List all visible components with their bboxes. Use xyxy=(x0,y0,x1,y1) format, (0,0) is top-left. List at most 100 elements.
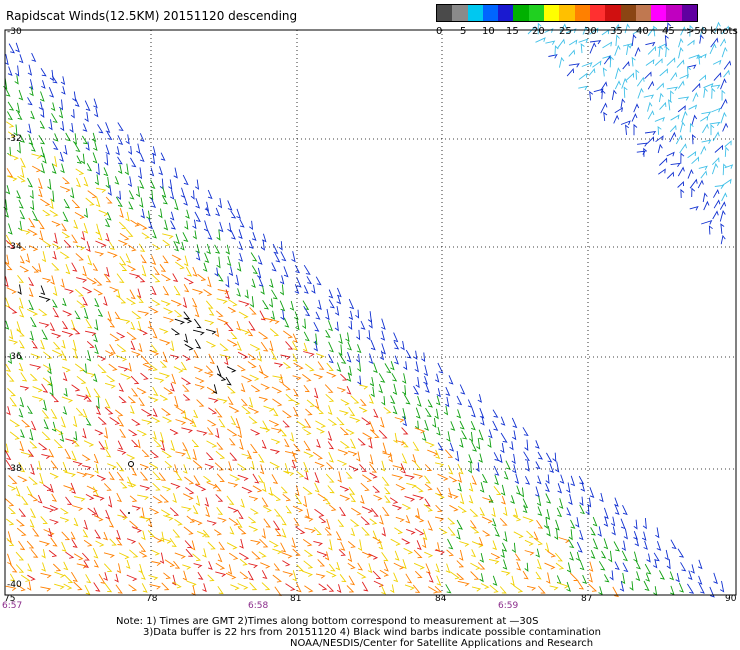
wind-barb xyxy=(228,405,240,413)
wind-barb xyxy=(130,219,140,227)
wind-barb xyxy=(655,135,664,143)
wind-barb xyxy=(129,289,136,300)
wind-barb xyxy=(73,349,78,359)
wind-barb xyxy=(169,189,175,200)
wind-barb xyxy=(17,111,23,120)
wind-barb xyxy=(554,528,559,541)
wind-barb xyxy=(119,318,131,324)
wind-barb xyxy=(94,344,99,355)
wind-barb xyxy=(82,296,88,306)
wind-barb xyxy=(183,526,194,535)
wind-barb xyxy=(302,300,310,311)
wind-barb xyxy=(525,461,530,472)
wind-barb xyxy=(272,243,279,255)
wind-barb xyxy=(162,255,169,264)
wind-barb xyxy=(63,388,68,397)
wind-barb xyxy=(335,561,341,571)
wind-barb xyxy=(670,114,680,121)
wind-barb xyxy=(181,377,192,385)
wind-barb xyxy=(261,570,268,579)
wind-barb xyxy=(153,266,160,275)
wind-barb xyxy=(260,371,269,379)
wind-barb xyxy=(104,154,109,166)
wind-barb xyxy=(372,485,381,493)
wind-barb xyxy=(239,558,248,566)
wind-barb xyxy=(284,438,290,448)
wind-barb xyxy=(645,573,651,582)
wind-barb xyxy=(328,504,337,511)
wind-barb xyxy=(280,251,287,262)
wind-barb xyxy=(18,89,24,101)
wind-barb xyxy=(103,531,109,541)
wind-barb xyxy=(578,475,585,485)
wind-barb xyxy=(139,516,151,522)
wind-barb xyxy=(669,571,675,581)
wind-barb xyxy=(160,300,171,307)
wind-barb xyxy=(103,572,108,581)
wind-barb xyxy=(139,485,151,491)
wind-barb xyxy=(131,418,141,426)
wind-barb xyxy=(42,153,47,164)
wind-barb xyxy=(150,344,158,352)
wind-barb xyxy=(96,187,107,193)
wind-barb xyxy=(193,563,203,569)
wind-barb xyxy=(40,91,45,102)
wind-barb xyxy=(53,439,64,448)
wind-barb xyxy=(348,486,356,495)
wind-barb xyxy=(258,551,267,558)
wind-barb xyxy=(40,163,46,174)
time-label: 6:58 xyxy=(248,601,269,611)
wind-barb xyxy=(647,80,655,90)
wind-barb xyxy=(161,408,171,416)
wind-barb xyxy=(327,485,335,494)
wind-barb xyxy=(412,584,421,593)
wind-barb xyxy=(170,482,181,489)
wind-barb xyxy=(7,553,12,565)
wind-barb xyxy=(318,516,327,524)
wind-barb xyxy=(73,327,81,335)
wind-barb xyxy=(588,561,594,572)
wind-barb xyxy=(93,507,99,518)
wind-barb xyxy=(589,27,599,35)
wind-barb xyxy=(175,451,186,457)
wind-barb xyxy=(688,570,693,581)
wind-barb xyxy=(19,255,25,264)
wind-barb xyxy=(513,531,524,539)
wind-barb xyxy=(48,119,53,131)
wind-barb xyxy=(459,549,464,561)
wind-barb xyxy=(147,530,155,538)
wind-barb xyxy=(84,472,95,479)
wind-barb xyxy=(405,515,411,524)
wind-barb xyxy=(670,585,675,596)
wind-barb xyxy=(491,507,496,518)
wind-barb xyxy=(645,59,655,66)
wind-barb xyxy=(259,426,271,433)
wind-barb xyxy=(117,295,127,304)
wind-barb xyxy=(390,538,401,546)
wind-barb xyxy=(191,297,198,308)
wind-barb xyxy=(108,363,118,371)
wind-barb xyxy=(203,220,209,232)
wind-barb xyxy=(592,516,598,527)
wind-barb xyxy=(117,190,122,201)
wind-barb xyxy=(236,262,242,272)
wind-barb xyxy=(681,110,688,123)
wind-barb xyxy=(568,539,575,549)
wind-barb xyxy=(71,384,81,392)
wind-barb xyxy=(303,331,310,342)
wind-barb xyxy=(677,548,685,558)
wind-barb xyxy=(103,273,112,283)
wind-barb xyxy=(417,395,422,407)
wind-barb xyxy=(105,509,111,520)
wind-barb xyxy=(175,419,187,425)
wind-barb xyxy=(28,134,34,146)
wind-barb xyxy=(29,86,34,97)
wind-barb xyxy=(204,371,214,378)
wind-barb xyxy=(622,61,630,70)
wind-barb xyxy=(76,471,88,478)
wind-barb xyxy=(475,462,480,473)
wind-barb xyxy=(72,339,77,352)
wind-barb xyxy=(279,300,286,312)
wind-barb xyxy=(371,430,380,438)
wind-barb xyxy=(192,219,197,230)
